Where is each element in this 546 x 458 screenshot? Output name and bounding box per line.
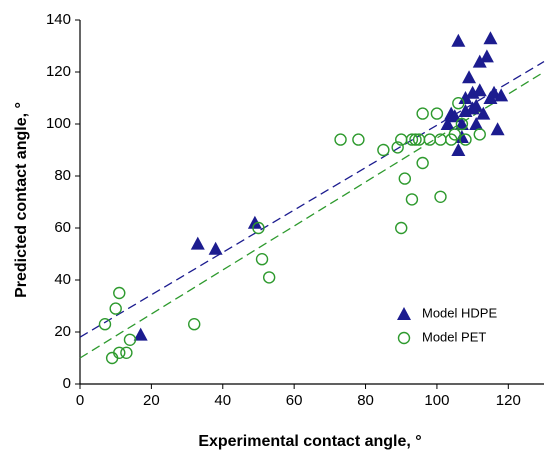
circle-marker bbox=[405, 193, 419, 206]
y-tick-label: 40 bbox=[54, 271, 71, 288]
triangle-marker bbox=[469, 117, 484, 130]
circle-marker bbox=[430, 107, 444, 120]
triangle-marker bbox=[494, 88, 509, 102]
triangle-marker bbox=[454, 130, 469, 143]
triangle-marker bbox=[190, 236, 205, 250]
circle-marker bbox=[405, 133, 419, 146]
circle-marker bbox=[113, 286, 126, 300]
x-tick-label: 120 bbox=[496, 392, 521, 409]
y-tick-label: 60 bbox=[54, 219, 71, 236]
circle-marker bbox=[416, 156, 429, 170]
circle-marker bbox=[434, 190, 447, 204]
circle-marker bbox=[423, 133, 436, 146]
circle-marker bbox=[109, 302, 122, 315]
circle-marker bbox=[391, 141, 404, 154]
circle-marker bbox=[459, 133, 472, 146]
y-tick-label: 120 bbox=[46, 63, 71, 80]
circle-marker bbox=[398, 172, 411, 185]
circle-marker bbox=[448, 128, 461, 141]
circle-marker bbox=[352, 133, 365, 146]
triangle-marker bbox=[208, 241, 223, 255]
y-tick-label: 20 bbox=[54, 323, 71, 340]
y-tick-label: 80 bbox=[54, 167, 71, 184]
trend-line bbox=[79, 71, 545, 359]
x-axis-title: Experimental contact angle, ° bbox=[198, 433, 421, 450]
y-tick-label: 140 bbox=[46, 11, 71, 28]
x-tick-label: 20 bbox=[143, 392, 160, 409]
circle-marker bbox=[252, 221, 265, 235]
circle-marker bbox=[120, 346, 133, 359]
x-tick-label: 80 bbox=[357, 392, 374, 409]
x-tick-label: 40 bbox=[214, 392, 231, 409]
triangle-marker bbox=[490, 122, 505, 136]
triangle-marker bbox=[472, 54, 487, 68]
y-tick-label: 0 bbox=[63, 375, 71, 392]
triangle-marker bbox=[462, 70, 477, 84]
legend-label: Model HDPE bbox=[422, 305, 497, 320]
circle-marker bbox=[188, 318, 201, 331]
triangle-marker bbox=[451, 33, 466, 47]
y-axis-title: Predicted contact angle, ° bbox=[13, 102, 30, 298]
circle-marker bbox=[473, 128, 486, 141]
triangle-marker bbox=[440, 117, 455, 130]
x-tick-label: 0 bbox=[76, 392, 84, 409]
circle-marker bbox=[416, 107, 429, 120]
x-tick-label: 100 bbox=[424, 392, 449, 409]
triangle-marker bbox=[247, 215, 262, 229]
triangle-marker bbox=[483, 31, 498, 45]
circle-marker bbox=[113, 346, 126, 359]
circle-marker bbox=[409, 133, 422, 146]
circle-marker bbox=[377, 143, 390, 157]
legend-marker bbox=[397, 307, 411, 320]
triangle-marker bbox=[454, 117, 469, 130]
triangle-marker bbox=[472, 83, 487, 97]
x-tick-label: 60 bbox=[286, 392, 303, 409]
triangle-marker bbox=[479, 49, 494, 63]
circle-marker bbox=[452, 96, 465, 110]
triangle-marker bbox=[458, 91, 473, 104]
legend-label: Model PET bbox=[422, 329, 486, 344]
circle-marker bbox=[455, 117, 469, 131]
triangle-marker bbox=[451, 143, 466, 156]
circle-marker bbox=[98, 318, 112, 331]
circle-marker bbox=[395, 221, 408, 235]
circle-marker bbox=[255, 253, 269, 266]
circle-marker bbox=[123, 333, 137, 346]
legend-marker bbox=[397, 331, 411, 345]
triangle-marker bbox=[469, 98, 484, 112]
y-tick-label: 100 bbox=[46, 115, 71, 132]
circle-marker bbox=[334, 133, 347, 146]
circle-marker bbox=[262, 271, 276, 284]
triangle-marker bbox=[476, 106, 491, 120]
triangle-marker bbox=[447, 109, 462, 123]
triangle-marker bbox=[133, 327, 148, 341]
